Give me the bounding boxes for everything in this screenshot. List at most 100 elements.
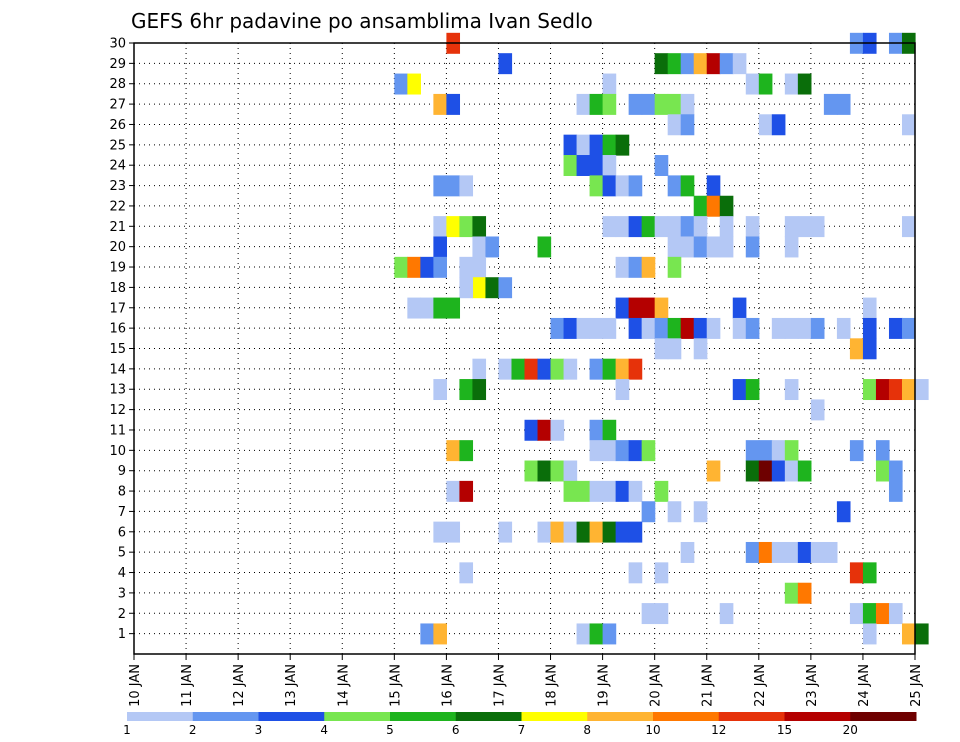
heatmap-cell [459, 440, 474, 462]
heatmap-cell [407, 73, 421, 95]
colorbar-label: 6 [452, 723, 460, 737]
x-tick-label: 20 JAN [649, 664, 664, 707]
heatmap-cell [888, 603, 903, 625]
heatmap-cell [719, 603, 734, 625]
heatmap-cell [693, 195, 708, 217]
heatmap-cell [654, 53, 669, 75]
colorbar-swatch [324, 712, 391, 721]
heatmap-cell [550, 521, 565, 543]
heatmap-cell [654, 93, 669, 115]
heatmap-cell [745, 379, 760, 401]
heatmap-cell [654, 562, 669, 584]
chart-title: GEFS 6hr padavine po ansamblima Ivan Sed… [131, 9, 593, 33]
y-tick-label: 14 [109, 362, 126, 377]
heatmap-cell [915, 623, 929, 645]
heatmap-cell [511, 358, 526, 380]
heatmap-cell [745, 440, 760, 462]
colorbar-label: 2 [189, 723, 197, 737]
y-tick-label: 20 [109, 240, 126, 255]
x-tick-label: 19 JAN [597, 664, 612, 707]
heatmap-cell [745, 541, 760, 563]
heatmap-cell [628, 317, 643, 339]
heatmap-cell [459, 175, 474, 197]
x-tick-label: 25 JAN [909, 664, 924, 707]
heatmap-cell [758, 440, 773, 462]
colorbar-label: 20 [843, 723, 858, 737]
heatmap-cell [524, 419, 539, 441]
y-tick-label: 11 [109, 423, 126, 438]
heatmap-cell [680, 236, 695, 258]
heatmap-cell [589, 623, 604, 645]
heatmap-cell [498, 521, 513, 543]
heatmap-cell [706, 236, 721, 258]
heatmap-cell [563, 134, 578, 156]
heatmap-cell [615, 440, 630, 462]
heatmap-cell [589, 134, 604, 156]
heatmap-cell [602, 623, 617, 645]
heatmap-cell [706, 195, 721, 217]
heatmap-cell [875, 440, 890, 462]
heatmap-cell [719, 216, 734, 238]
heatmap-cell [706, 53, 721, 75]
heatmap-cell [797, 541, 812, 563]
x-tick-label: 15 JAN [388, 664, 403, 707]
colorbar-swatch [587, 712, 654, 721]
heatmap-cell [849, 562, 864, 584]
heatmap-cell [537, 521, 552, 543]
x-tick-label: 14 JAN [336, 664, 351, 707]
heatmap-cell [784, 317, 799, 339]
heatmap-cell [394, 256, 408, 278]
heatmap-cell [498, 277, 513, 299]
heatmap-cell [667, 216, 682, 238]
heatmap-cell [472, 236, 487, 258]
colorbar-label: 4 [320, 723, 328, 737]
x-tick-label: 12 JAN [232, 664, 247, 707]
heatmap-cell [550, 419, 565, 441]
colorbar-swatch [258, 712, 325, 721]
heatmap-cell [667, 501, 682, 523]
y-tick-label: 9 [118, 464, 126, 479]
heatmap-cell [472, 358, 487, 380]
x-tick-label: 18 JAN [545, 664, 560, 707]
heatmap-cell [472, 256, 487, 278]
heatmap-cell [459, 277, 474, 299]
heatmap-cell [628, 358, 643, 380]
heatmap-cell [745, 317, 760, 339]
heatmap-cell [719, 53, 734, 75]
colorbar-label: 3 [255, 723, 263, 737]
heatmap-cell [602, 216, 617, 238]
colorbar-swatch [192, 712, 259, 721]
y-tick-label: 26 [109, 118, 126, 133]
heatmap-cell [849, 603, 864, 625]
heatmap-cell [433, 521, 447, 543]
heatmap-cell [771, 114, 786, 136]
heatmap-cell [589, 317, 604, 339]
heatmap-cell [472, 216, 487, 238]
heatmap-cell [498, 53, 513, 75]
y-tick-label: 19 [109, 261, 126, 276]
heatmap-cell [628, 175, 643, 197]
heatmap-cell [758, 541, 773, 563]
heatmap-cell [602, 480, 617, 502]
heatmap-cell [680, 317, 695, 339]
heatmap-cell [888, 379, 903, 401]
heatmap-cell [901, 379, 916, 401]
heatmap-cell [446, 297, 461, 319]
heatmap-cell [888, 460, 903, 482]
heatmap-cell [810, 216, 825, 238]
heatmap-cell [797, 216, 812, 238]
heatmap-cell [667, 175, 682, 197]
heatmap-cell [615, 358, 630, 380]
heatmap-cell [524, 460, 539, 482]
heatmap-cell [576, 623, 591, 645]
heatmap-cell [472, 277, 487, 299]
x-axis: 10 JAN 11 JAN 12 JAN 13 JAN 14 JAN 15 JAN 16 J… [128, 654, 924, 707]
heatmap-cell [589, 155, 604, 176]
heatmap-cell [433, 93, 447, 115]
x-tick-label: 21 JAN [701, 664, 716, 707]
heatmap-cell [628, 480, 643, 502]
heatmap-cell [680, 541, 695, 563]
heatmap-cell [576, 317, 591, 339]
heatmap-cell [732, 297, 747, 319]
heatmap-cell [602, 73, 617, 95]
